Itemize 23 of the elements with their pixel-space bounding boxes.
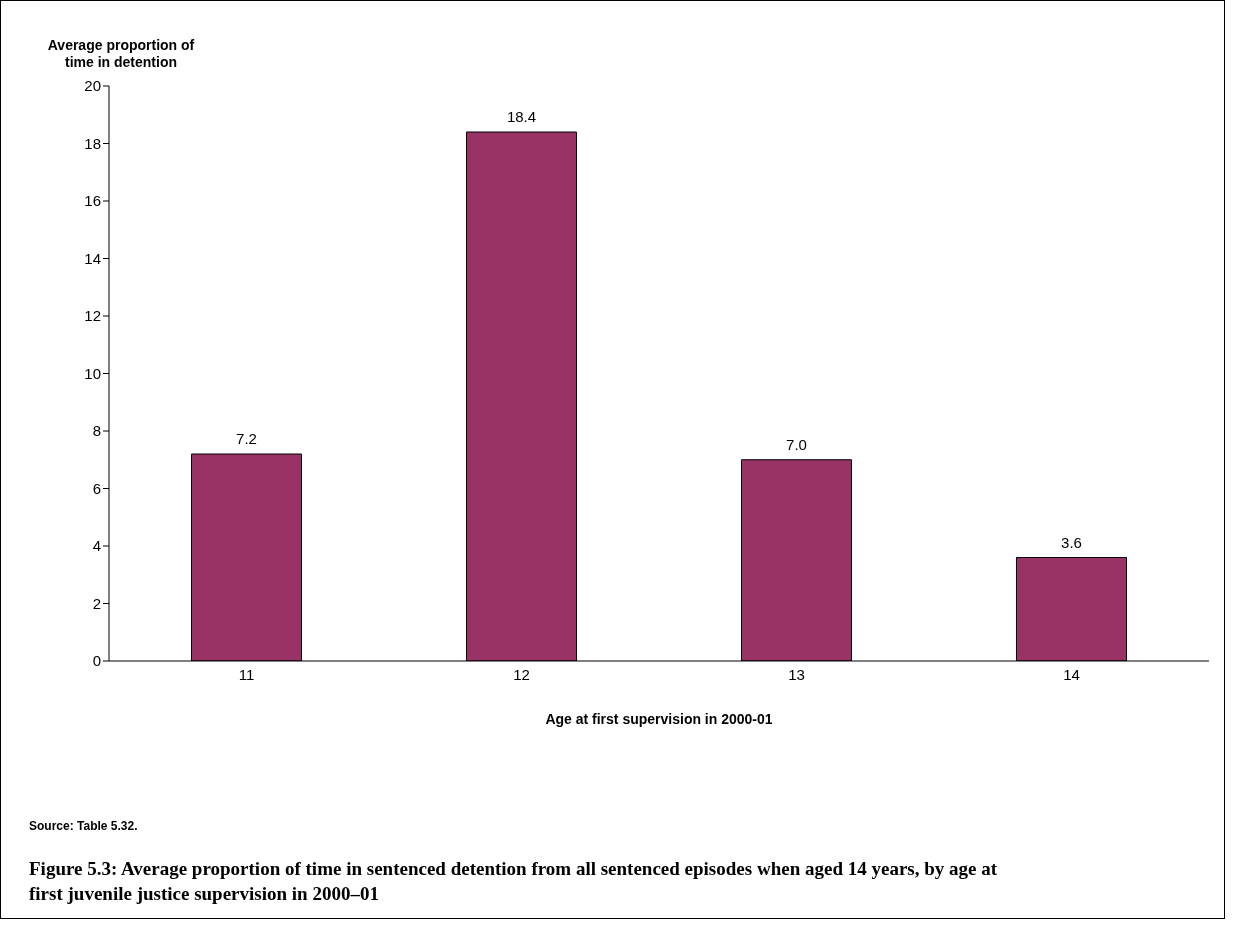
x-tick-label: 11 [238,665,255,683]
y-axis-title: Average proportion of time in detention [46,37,196,71]
y-tick-label: 16 [84,192,101,210]
x-tick-label: 14 [1063,665,1080,683]
y-tick-label: 12 [84,307,101,325]
data-label: 7.2 [236,430,257,447]
y-tick-label: 2 [92,594,101,612]
y-tick-label: 18 [84,134,101,152]
y-tick-label: 4 [92,537,101,555]
x-tick-label: 13 [788,665,805,683]
x-tick-label: 12 [513,665,530,683]
data-label: 18.4 [506,108,537,125]
y-tick-label: 20 [84,77,101,95]
y-tick-label: 10 [84,364,101,382]
y-tick-label: 8 [92,422,101,440]
y-tick-label: 0 [92,652,101,670]
text: Figure 5.3: Average proportion of time in sentenced detention from all sentenced episodes when aged 14 years, by age at first juvenile justice supervision in 2000–01 [29,857,999,906]
x-axis-title: Age at first supervision in 2000-01 [544,711,774,727]
y-tick-label: 6 [92,479,101,497]
data-label: 7.0 [786,435,807,453]
data-label: 3.6 [1061,533,1082,551]
source-note: Source: Table 5.32. [29,819,138,833]
y-tick-label: 14 [84,249,101,267]
